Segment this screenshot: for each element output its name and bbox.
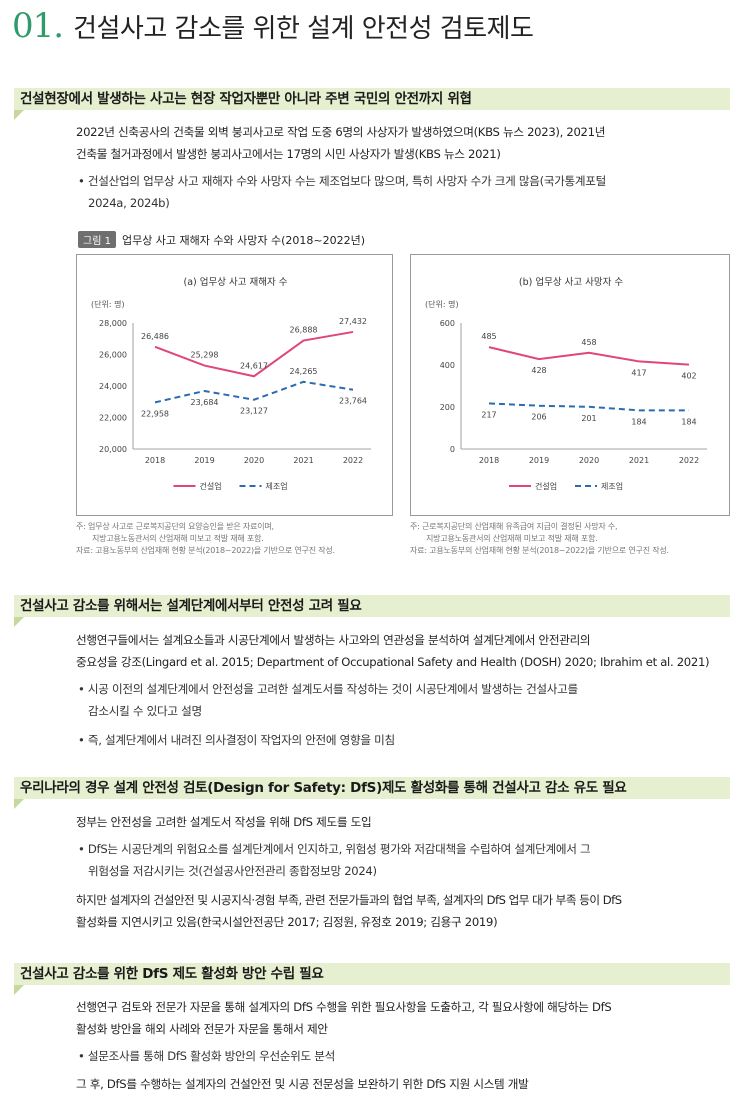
section4-para1-line1: 선행연구 검토와 전문가 자문을 통해 설계자의 DfS 수행을 위한 필요사항… — [76, 1000, 612, 1014]
section3-para2-line2: 활성화를 지연시키고 있음(한국시설안전공단 2017; 김정원, 유정호 20… — [76, 915, 498, 929]
chart-b-source: 자료: 고용노동부의 산업재해 현황 분석(2018~2022)을 기반으로 연… — [410, 546, 669, 555]
data-label: 25,298 — [191, 351, 219, 360]
chart-title: (a) 업무상 사고 재해자 수 — [184, 276, 288, 288]
section-heading-2: 건설사고 감소를 위해서는 설계단계에서부터 안전성 고려 필요 — [14, 595, 730, 627]
section4-para1-line2: 활성화 방안을 해외 사례와 전문가 자문을 통해서 제안 — [76, 1022, 328, 1036]
section2-bullet1-line2: 감소시킬 수 있다고 설명 — [88, 704, 202, 718]
data-label: 428 — [531, 366, 546, 375]
y-tick-label: 22,000 — [99, 414, 127, 423]
y-tick-label: 24,000 — [99, 382, 127, 391]
x-tick-label: 2020 — [244, 456, 264, 465]
section-heading-3: 우리나라의 경우 설계 안전성 검토(Design for Safety: Df… — [14, 777, 730, 809]
title-text: 건설사고 감소를 위한 설계 안전성 검토제도 — [73, 14, 534, 44]
y-tick-label: 20,000 — [99, 445, 127, 454]
data-label: 23,684 — [191, 398, 219, 407]
legend-label-manufacturing: 제조업 — [601, 482, 623, 491]
section-heading-4: 건설사고 감소를 위한 DfS 제도 활성화 방안 수립 필요 — [14, 963, 730, 995]
figure-caption: 그림 1 업무상 사고 재해자 수와 사망자 수(2018~2022년) — [78, 231, 365, 248]
x-tick-label: 2019 — [529, 456, 549, 465]
x-tick-label: 2020 — [579, 456, 599, 465]
page-title: 01. 건설사고 감소를 위한 설계 안전성 검토제도 — [12, 6, 534, 50]
section3-para1: 정부는 안전성을 고려한 설계도서 작성을 위해 DfS 제도를 도입 — [76, 815, 372, 829]
y-tick-label: 400 — [440, 361, 455, 370]
data-label: 417 — [631, 368, 646, 377]
figure-caption-text: 업무상 사고 재해자 수와 사망자 수(2018~2022년) — [121, 233, 366, 247]
series-line-construction — [488, 346, 690, 366]
section1-bullet-line2: 2024a, 2024b) — [88, 196, 170, 210]
chart-unit: (단위: 명) — [91, 299, 125, 309]
x-tick-label: 2018 — [479, 456, 499, 465]
data-label: 24,265 — [290, 367, 318, 376]
figure-badge: 그림 1 — [78, 231, 116, 248]
section3-bullet1-line1: • DfS는 시공단계의 위험요소를 설계단계에서 인지하고, 위험성 평가와 … — [78, 842, 591, 856]
data-label: 184 — [631, 417, 646, 426]
series-line-manufacturing — [488, 402, 689, 412]
section2-bullet1-line1: • 시공 이전의 설계단계에서 안전성을 고려한 설계도서를 작성하는 것이 시… — [78, 682, 578, 696]
x-tick-label: 2019 — [194, 456, 214, 465]
section3-bullet1-line2: 위험성을 저감시키는 것(건설공사안전관리 종합정보망 2024) — [88, 864, 377, 878]
data-label: 402 — [681, 372, 696, 381]
data-label: 24,617 — [240, 361, 268, 370]
section-heading-1: 건설현장에서 발생하는 사고는 현장 작업자뿐만 아니라 주변 국민의 안전까지… — [14, 88, 730, 120]
x-tick-label: 2022 — [343, 456, 363, 465]
series-line-construction — [154, 330, 354, 378]
section4-bullet1: • 설문조사를 통해 DfS 활성화 방안의 우선순위도 분석 — [78, 1049, 336, 1063]
section2-bullet2: • 즉, 설계단계에서 내려진 의사결정이 작업자의 안전에 영향을 미침 — [78, 733, 395, 747]
x-tick-label: 2018 — [145, 456, 165, 465]
section1-para-line2: 건축물 철거과정에서 발생한 붕괴사고에서는 17명의 시민 사상자가 발생(K… — [76, 147, 501, 161]
chart-title: (b) 업무상 사고 사망자 수 — [519, 276, 623, 288]
x-tick-label: 2021 — [629, 456, 649, 465]
section2-para-line1: 선행연구들에서는 설계요소들과 시공단계에서 발생하는 사고와의 연관성을 분석… — [76, 633, 591, 647]
chart-b-note-line1: 주: 근로복지공단의 산업재해 유족급여 지급이 결정된 사망자 수, — [410, 522, 618, 531]
chart-a: (a) 업무상 사고 재해자 수 (단위: 명) 20,000 22,000 24,00… — [91, 276, 371, 491]
legend-label-construction: 건설업 — [535, 481, 557, 491]
data-label: 184 — [681, 417, 696, 426]
series-line-manufacturing — [154, 380, 354, 404]
data-label: 26,888 — [290, 326, 318, 335]
chart-a-frame: (a) 업무상 사고 재해자 수 (단위: 명) 20,000 22,000 24,00… — [76, 254, 393, 516]
data-label: 458 — [581, 338, 596, 347]
data-label: 217 — [481, 410, 496, 419]
legend-label-manufacturing: 제조업 — [266, 482, 288, 491]
chart-a-source: 자료: 고용노동부의 산업재해 현황 분석(2018~2022)을 기반으로 연… — [76, 546, 335, 555]
x-tick-label: 2021 — [293, 456, 313, 465]
data-label: 26,486 — [141, 332, 169, 341]
data-label: 485 — [481, 332, 496, 341]
section1-bullet-line1: • 건설산업의 업무상 사고 재해자 수와 사망자 수는 제조업보다 많으며, … — [78, 174, 607, 188]
y-tick-label: 28,000 — [99, 319, 127, 328]
chart-a-note-line1: 주: 업무상 사고로 근로복지공단의 요양승인을 받은 자료이며, — [76, 522, 274, 531]
data-label: 206 — [531, 413, 546, 422]
chart-a-note-line2: 지방고용노동관서의 산업재해 미보고 적발 재해 포함. — [92, 534, 264, 543]
y-tick-label: 600 — [440, 319, 455, 328]
chart-b-note-line2: 지방고용노동관서의 산업재해 미보고 적발 재해 포함. — [426, 534, 598, 543]
y-tick-label: 0 — [450, 445, 455, 454]
chart-b: (b) 업무상 사고 사망자 수 (단위: 명) 0 200 400 600 2018 201… — [425, 276, 707, 491]
data-label: 27,432 — [339, 317, 367, 326]
x-tick-label: 2022 — [679, 456, 699, 465]
data-label: 201 — [581, 414, 596, 423]
section4-para2: 그 후, DfS를 수행하는 설계자의 건설안전 및 시공 전문성을 보완하기 … — [76, 1077, 529, 1091]
section1-para-line1: 2022년 신축공사의 건축물 외벽 붕괴사고로 작업 도중 6명의 사상자가 … — [76, 125, 606, 139]
section2-para-line2: 중요성을 강조(Lingard et al. 2015; Department … — [76, 655, 710, 669]
data-label: 23,764 — [339, 397, 367, 406]
y-tick-label: 200 — [440, 403, 455, 412]
legend-label-construction: 건설업 — [200, 481, 222, 491]
section3-para2-line1: 하지만 설계자의 건설안전 및 시공지식·경험 부족, 관련 전문가들과의 협업… — [76, 893, 622, 907]
chart-unit: (단위: 명) — [425, 299, 459, 309]
title-number: 01. — [12, 6, 64, 46]
chart-b-frame: (b) 업무상 사고 사망자 수 (단위: 명) 0 200 400 600 2018 201… — [410, 254, 730, 516]
data-label: 23,127 — [240, 407, 268, 416]
data-label: 22,958 — [141, 409, 169, 418]
y-tick-label: 26,000 — [99, 351, 127, 360]
